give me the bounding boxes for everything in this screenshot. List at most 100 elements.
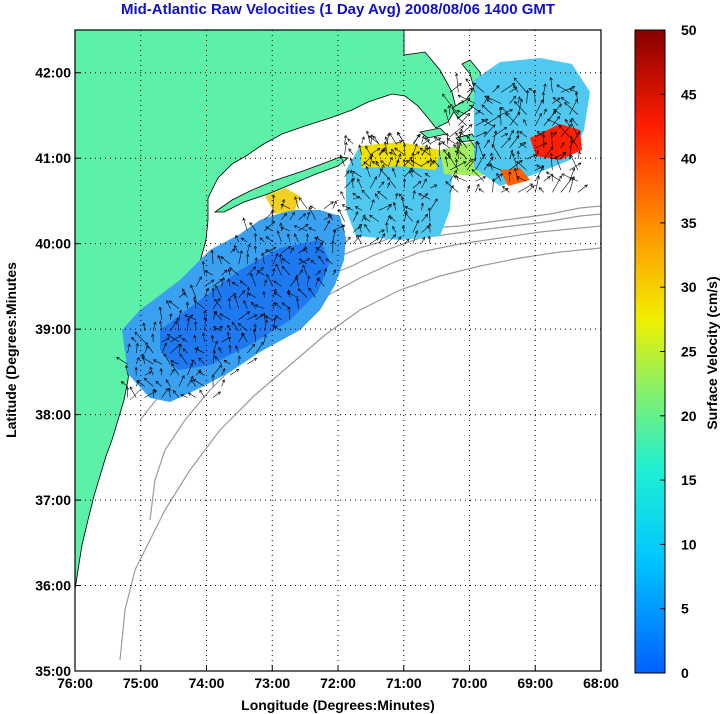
velocity-arrow-head: [371, 199, 375, 203]
velocity-arrow-head: [502, 185, 506, 190]
velocity-arrow: [287, 233, 291, 243]
velocity-arrow-head: [178, 309, 183, 314]
coverage-ns-hot: [530, 124, 582, 160]
velocity-arrow-head: [330, 201, 334, 205]
velocity-arrow-head: [546, 118, 551, 122]
velocity-arrow-head: [382, 148, 387, 153]
velocity-arrow: [195, 369, 201, 376]
velocity-arrow: [317, 277, 325, 287]
velocity-arrow-head: [496, 85, 500, 89]
velocity-arrow: [238, 311, 250, 320]
velocity-arrow-head: [254, 304, 259, 308]
velocity-arrow: [218, 347, 222, 354]
velocity-arrow-head: [169, 312, 173, 317]
velocity-arrow: [249, 222, 257, 232]
velocity-arrow: [347, 138, 354, 144]
velocity-arrow: [429, 184, 437, 189]
velocity-arrow-head: [482, 176, 487, 180]
velocity-arrow: [144, 345, 149, 354]
velocity-arrow: [182, 348, 188, 354]
velocity-arrow: [547, 118, 562, 126]
velocity-arrow-head: [496, 172, 500, 177]
velocity-arrow-head: [467, 97, 471, 101]
velocity-arrow: [378, 149, 384, 155]
velocity-arrow: [356, 235, 362, 244]
velocity-arrow-head: [420, 202, 424, 206]
colorbar-label: Surface Velocity (cm/s): [704, 276, 720, 429]
velocity-arrow: [274, 292, 282, 298]
velocity-arrow: [153, 359, 162, 365]
velocity-arrow: [288, 306, 291, 320]
velocity-arrow: [449, 83, 462, 93]
velocity-arrow-head: [424, 193, 429, 197]
velocity-arrow-head: [434, 198, 438, 202]
velocity-arrow: [272, 288, 276, 298]
velocity-arrow: [328, 213, 333, 220]
velocity-arrow-head: [145, 341, 149, 346]
velocity-arrow-head: [499, 173, 504, 177]
velocity-arrow: [280, 222, 282, 231]
velocity-arrow: [514, 101, 527, 115]
velocity-arrow: [350, 158, 354, 166]
velocity-arrow-head: [507, 137, 511, 141]
velocity-arrow: [241, 237, 248, 243]
velocity-arrow-head: [235, 368, 240, 372]
velocity-arrow: [352, 234, 362, 244]
velocity-arrow: [223, 359, 231, 365]
velocity-arrow-head: [549, 76, 553, 81]
velocity-arrow-head: [193, 334, 197, 339]
velocity-arrow: [470, 105, 485, 115]
velocity-arrow-head: [490, 156, 494, 161]
velocity-arrow: [315, 270, 321, 276]
velocity-arrow-head: [564, 118, 569, 123]
velocity-arrow: [323, 268, 327, 276]
velocity-arrow: [213, 326, 222, 332]
velocity-arrow: [445, 156, 449, 167]
velocity-arrow-head: [253, 314, 258, 318]
velocity-arrow-head: [486, 99, 490, 103]
velocity-arrow: [254, 324, 257, 331]
velocity-arrow: [466, 158, 477, 171]
velocity-arrow-head: [231, 281, 236, 285]
velocity-arrow-head: [414, 230, 419, 234]
velocity-arrow-head: [447, 151, 451, 156]
velocity-arrow: [396, 159, 399, 167]
velocity-arrow-head: [523, 118, 527, 123]
velocity-arrow: [444, 109, 451, 126]
velocity-arrow-head: [453, 169, 458, 174]
velocity-arrow-head: [356, 234, 360, 239]
velocity-arrow-head: [149, 366, 153, 371]
velocity-arrow-head: [253, 232, 258, 237]
velocity-arrow: [264, 211, 274, 220]
velocity-arrow: [273, 280, 282, 287]
velocity-arrow: [439, 141, 445, 145]
velocity-arrow: [263, 291, 265, 298]
velocity-arrow-head: [416, 151, 420, 155]
velocity-arrow-head: [571, 175, 575, 180]
velocity-arrow-head: [425, 147, 429, 152]
velocity-arrow: [425, 137, 431, 145]
velocity-arrow: [378, 181, 385, 189]
velocity-arrow: [502, 185, 510, 193]
velocity-arrow-head: [265, 236, 270, 240]
velocity-arrow: [169, 300, 180, 309]
x-tick-label: 71:00: [386, 675, 422, 691]
velocity-arrow-head: [221, 379, 225, 383]
velocity-arrow-head: [333, 200, 337, 204]
velocity-arrow: [171, 363, 180, 376]
velocity-arrow: [294, 196, 299, 209]
velocity-arrow-head: [262, 312, 266, 316]
velocity-arrow: [561, 173, 579, 182]
velocity-arrow: [359, 144, 362, 155]
velocity-arrow: [168, 388, 171, 398]
velocity-arrow-head: [404, 209, 408, 214]
velocity-arrow: [144, 371, 152, 376]
velocity-arrow-head: [519, 98, 523, 103]
velocity-arrow: [509, 160, 523, 171]
velocity-arrow-head: [198, 276, 202, 280]
x-tick-label: 74:00: [189, 675, 225, 691]
velocity-arrow: [190, 284, 197, 298]
y-tick-label: 37:00: [35, 492, 71, 508]
velocity-arrow-head: [574, 91, 579, 96]
velocity-arrow-head: [380, 160, 384, 164]
